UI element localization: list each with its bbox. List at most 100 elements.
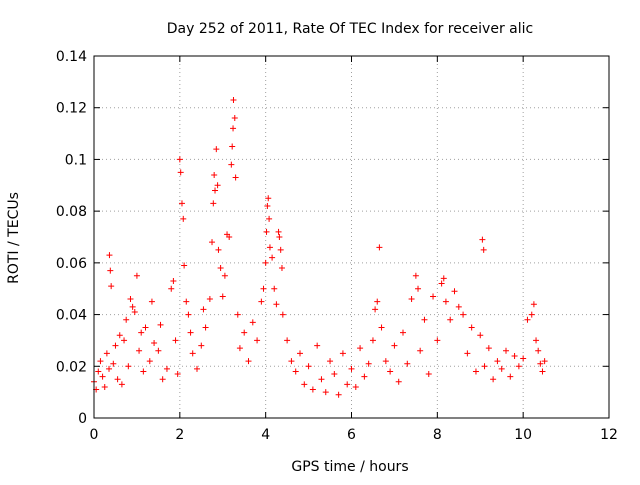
data-point [511, 352, 518, 359]
data-point [97, 358, 104, 365]
data-point [460, 311, 467, 318]
data-point [210, 200, 217, 207]
data-point [262, 259, 269, 266]
axis-ticks [93, 55, 610, 419]
data-point [278, 265, 285, 272]
data-point [376, 244, 383, 251]
data-point [230, 96, 237, 103]
data-point [480, 246, 487, 253]
data-point [533, 337, 540, 344]
data-point [477, 332, 484, 339]
data-point [494, 358, 501, 365]
data-point [177, 169, 184, 176]
data-point [314, 342, 321, 349]
data-point [284, 337, 291, 344]
data-point [520, 355, 527, 362]
x-tick-label: 10 [514, 427, 532, 443]
data-point [271, 285, 278, 292]
data-point [241, 329, 248, 336]
data-point [236, 345, 243, 352]
data-point [229, 143, 236, 150]
data-point [503, 347, 509, 354]
data-point [121, 337, 128, 344]
data-point [178, 200, 185, 207]
data-point [266, 244, 273, 251]
data-point [292, 368, 299, 375]
data-point [275, 228, 282, 235]
data-point [344, 381, 351, 388]
data-point [297, 350, 303, 357]
data-point [305, 363, 312, 370]
data-point [412, 272, 419, 279]
y-tick-label: 0.02 [56, 359, 87, 375]
data-point [219, 293, 226, 300]
x-tick-label: 0 [90, 427, 99, 443]
data-point [245, 358, 252, 365]
data-point [535, 347, 542, 354]
data-point [181, 262, 188, 269]
data-point [335, 391, 342, 398]
data-point [107, 267, 114, 274]
data-point [108, 283, 115, 290]
data-point [157, 321, 164, 328]
data-point [185, 311, 192, 318]
axis-tick-labels: 0 2 4 6 8 10 12 0 0.02 0.04 0.06 0.08 0.1 0.12 0.14 [56, 49, 618, 443]
data-point [176, 156, 183, 163]
data-point [110, 360, 117, 367]
data-point [118, 381, 125, 388]
data-point [417, 347, 424, 354]
data-point [140, 368, 147, 375]
data-point [232, 174, 239, 181]
data-point [221, 272, 228, 279]
data-point [490, 376, 497, 383]
data-point [136, 347, 143, 354]
data-point [382, 358, 389, 365]
data-point [230, 125, 237, 132]
data-point [447, 316, 454, 323]
data-point [95, 368, 102, 375]
y-tick-label: 0.14 [56, 49, 87, 65]
data-point [214, 182, 221, 189]
data-point [123, 316, 130, 323]
y-tick-label: 0.1 [65, 152, 87, 168]
data-point [183, 298, 190, 305]
data-point [277, 246, 284, 253]
data-point [442, 298, 449, 305]
data-point [170, 277, 177, 284]
data-point [211, 171, 218, 178]
data-point [209, 239, 216, 246]
data-point [400, 329, 406, 336]
data-point [537, 360, 544, 367]
data-point [485, 345, 492, 352]
data-point [127, 296, 134, 303]
data-point [451, 288, 458, 295]
data-point [361, 373, 368, 380]
data-point [415, 285, 422, 292]
data-point [228, 161, 235, 168]
data-point [106, 252, 113, 259]
data-point [408, 296, 415, 303]
chart-title: Day 252 of 2011, Rate Of TEC Index for r… [167, 21, 533, 37]
data-point [114, 376, 121, 383]
data-point [180, 215, 187, 222]
data-point [276, 234, 283, 240]
y-tick-label: 0.08 [56, 204, 87, 220]
data-point [260, 285, 267, 292]
data-point [133, 272, 140, 279]
data-point [103, 350, 110, 357]
data-point [226, 234, 233, 240]
data-point [530, 301, 537, 308]
data-point [206, 296, 213, 303]
data-point [318, 376, 325, 383]
x-tick-label: 4 [261, 427, 270, 443]
data-point [369, 337, 376, 344]
y-tick-label: 0.04 [56, 308, 87, 324]
data-point [524, 316, 531, 323]
data-point [339, 350, 346, 357]
data-point [273, 301, 280, 308]
data-point [430, 293, 437, 300]
data-point [374, 298, 381, 305]
data-point [479, 236, 486, 243]
data-point [189, 350, 196, 357]
